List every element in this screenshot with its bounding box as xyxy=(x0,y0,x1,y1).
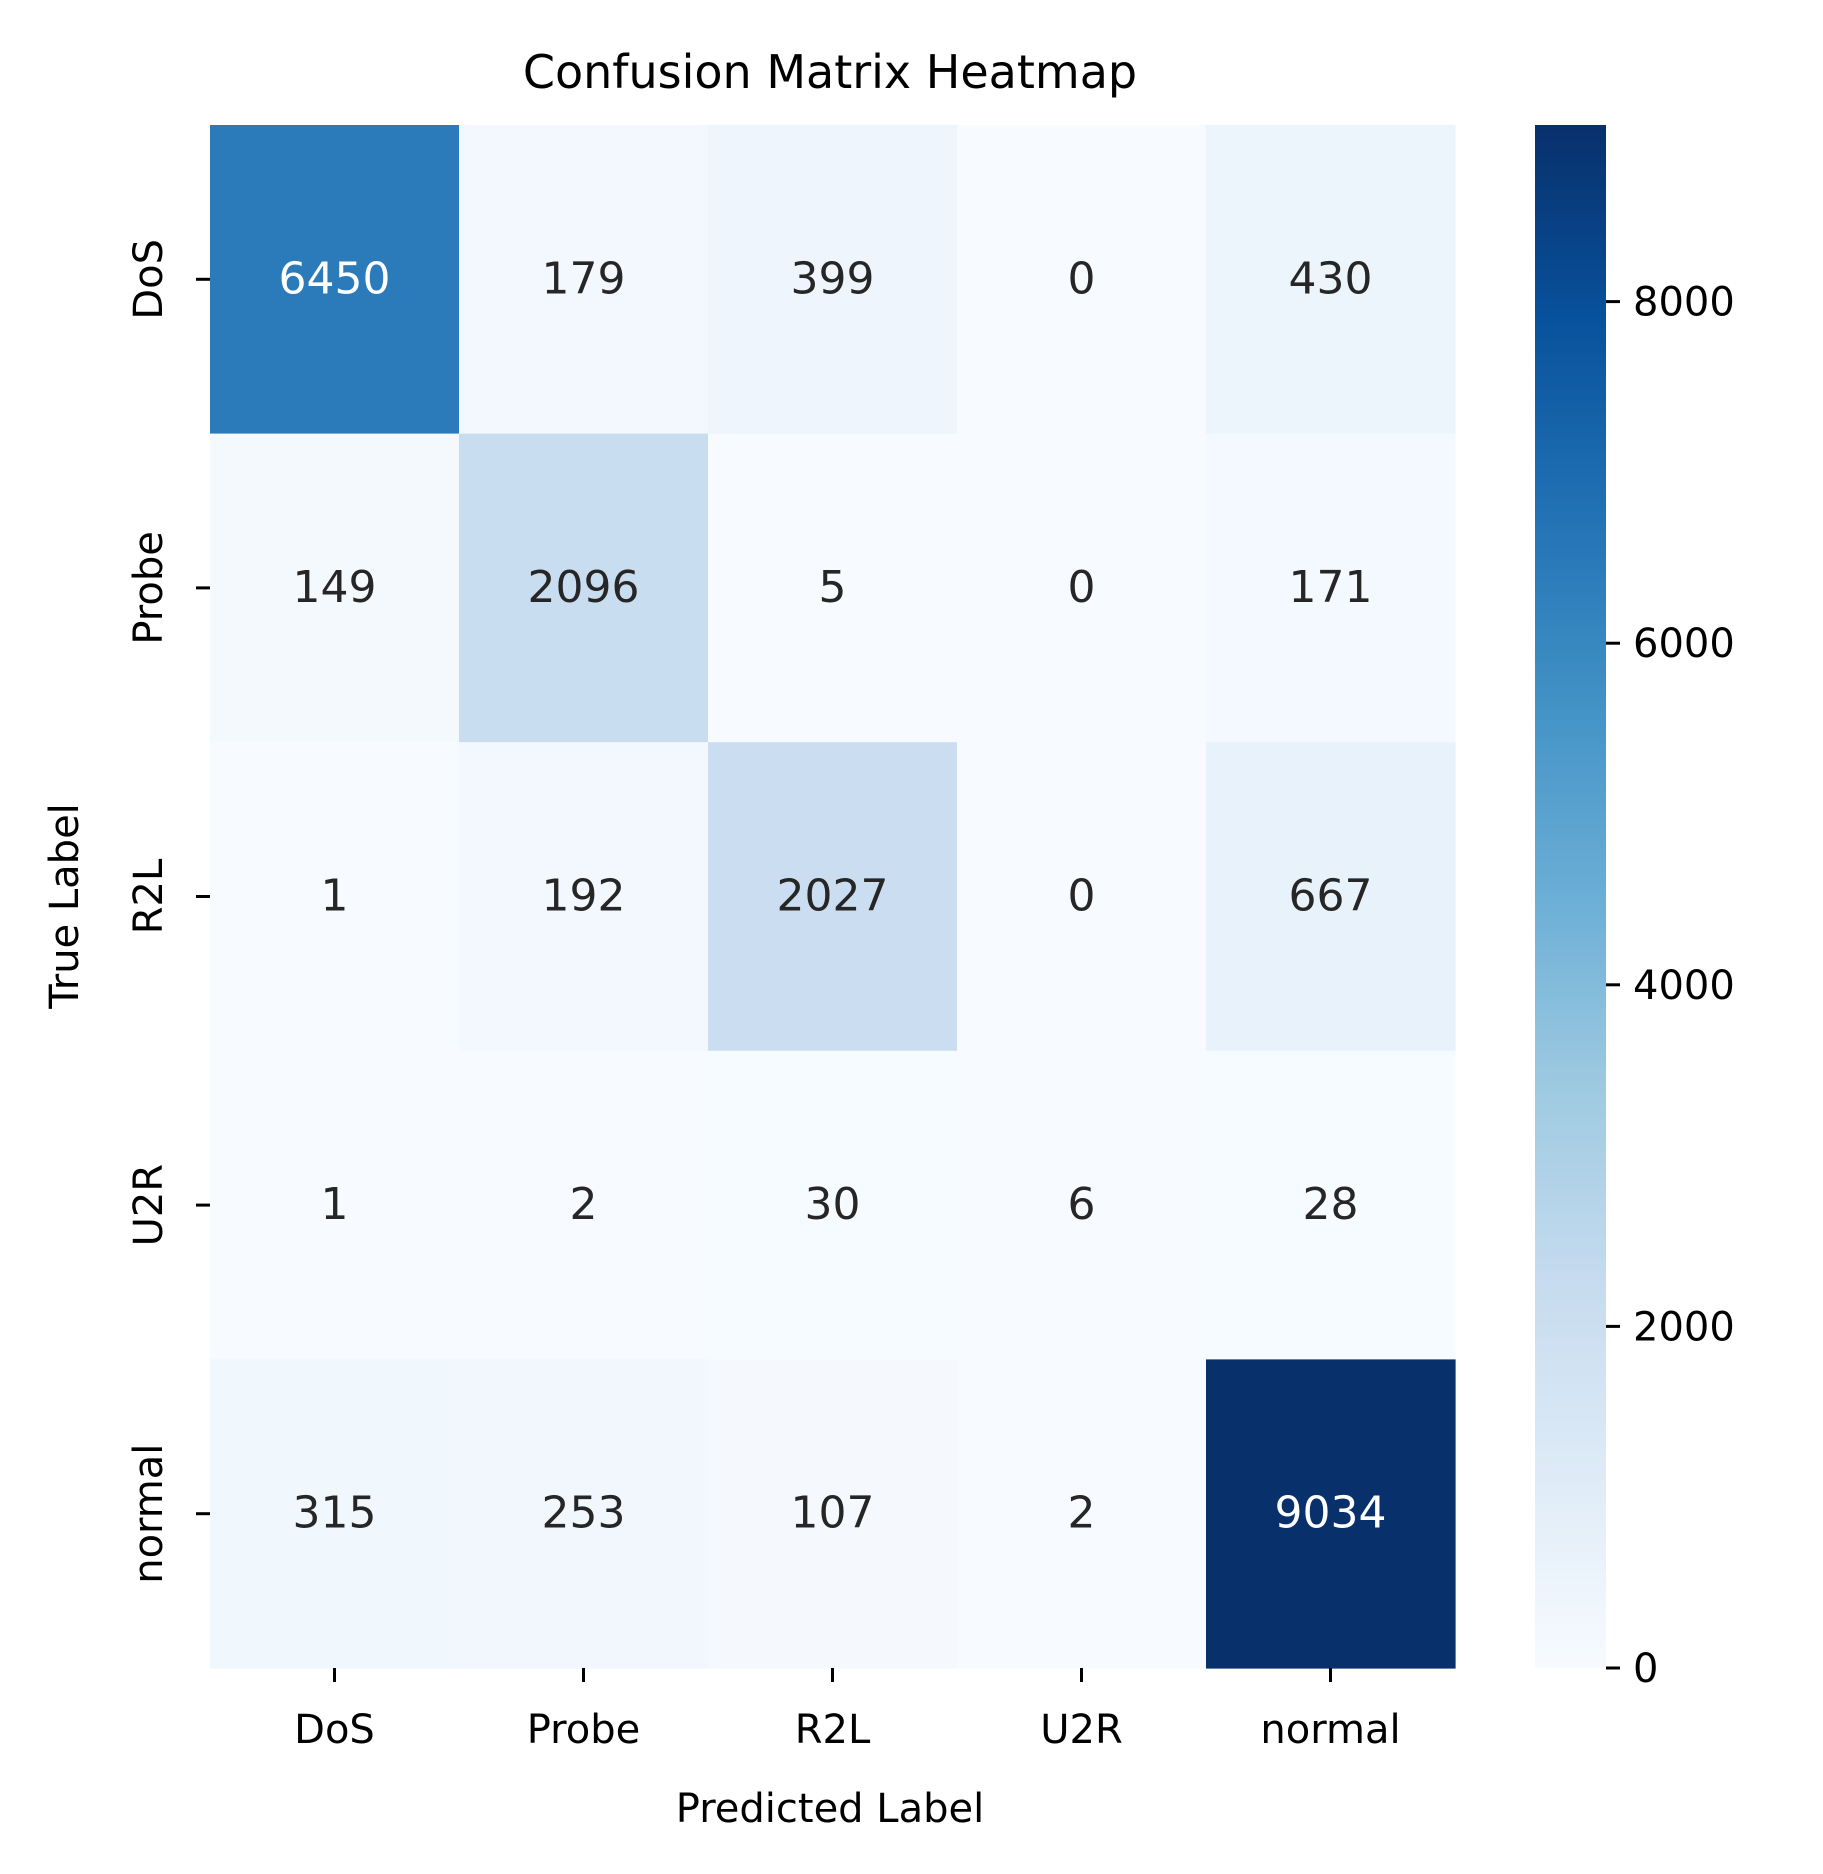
cell-value-label: 149 xyxy=(293,562,377,613)
x-tick-label: normal xyxy=(1260,1707,1400,1753)
cell-value-label: 2 xyxy=(1068,1488,1096,1539)
cell-value-label: 5 xyxy=(819,562,847,613)
colorbar: 0 2000 4000 6000 8000 xyxy=(1535,125,1735,1692)
cell-value-label: 2 xyxy=(570,1179,598,1230)
heatmap-cell-DoS-Probe xyxy=(459,125,709,435)
heatmap-cell-DoS-R2L xyxy=(708,125,958,435)
heatmap-cell-normal-Probe xyxy=(459,1359,709,1669)
cell-value-label: 171 xyxy=(1289,562,1373,613)
cell-value-label: 253 xyxy=(542,1488,626,1539)
y-axis-label: True Label xyxy=(42,803,88,1010)
heatmap-cell-R2L-R2L xyxy=(708,742,958,1052)
heatmap-cell-normal-DoS xyxy=(210,1359,460,1669)
y-tick-label: U2R xyxy=(126,1164,172,1247)
colorbar-tick-label: 6000 xyxy=(1633,621,1735,667)
cell-value-label: 107 xyxy=(791,1488,875,1539)
cell-value-label: 315 xyxy=(293,1488,377,1539)
heatmap-cell-R2L-normal xyxy=(1206,742,1456,1052)
heatmap-cell-normal-R2L xyxy=(708,1359,958,1669)
heatmap-cell-DoS-normal xyxy=(1206,125,1456,435)
y-tick-label: normal xyxy=(126,1444,172,1584)
heatmap-cell-U2R-DoS xyxy=(210,1050,460,1360)
heatmap-cell-U2R-normal xyxy=(1206,1050,1456,1360)
cell-value-label: 6450 xyxy=(279,253,391,304)
heatmap-cell-R2L-U2R xyxy=(957,742,1207,1052)
cell-value-label: 30 xyxy=(805,1179,861,1230)
x-tick-label: R2L xyxy=(795,1707,871,1753)
heatmap-cell-Probe-R2L xyxy=(708,433,958,743)
cell-value-label: 6 xyxy=(1068,1179,1096,1230)
heatmap-cell-Probe-DoS xyxy=(210,433,460,743)
cell-value-label: 1 xyxy=(321,1179,349,1230)
heatmap-cell-DoS-DoS xyxy=(210,125,460,435)
heatmap-cell-U2R-Probe xyxy=(459,1050,709,1360)
cell-value-label: 667 xyxy=(1289,871,1373,922)
cell-value-label: 192 xyxy=(542,871,626,922)
cell-value-label: 430 xyxy=(1289,253,1373,304)
cell-value-label: 0 xyxy=(1068,871,1096,922)
cell-value-label: 2096 xyxy=(528,562,640,613)
cell-value-label: 1 xyxy=(321,871,349,922)
y-tick-label: Probe xyxy=(126,531,172,644)
cell-labels: 6450 179 399 0 430 149 2096 5 0 171 1 192 2027 0 667 1 2… xyxy=(279,253,1387,1538)
heatmap-cell-U2R-R2L xyxy=(708,1050,958,1360)
heatmap-cell-DoS-U2R xyxy=(957,125,1207,435)
heatmap-cell-normal-normal xyxy=(1206,1359,1456,1669)
heatmap-cells xyxy=(210,125,1456,1669)
x-tick-label: Probe xyxy=(527,1707,640,1753)
x-axis-label: Predicted Label xyxy=(676,1786,984,1832)
cell-value-label: 0 xyxy=(1068,562,1096,613)
chart-title: Confusion Matrix Heatmap xyxy=(523,45,1137,99)
y-axis: DoS Probe R2L U2R normal xyxy=(126,239,210,1584)
x-tick-label: U2R xyxy=(1040,1707,1123,1753)
cell-value-label: 9034 xyxy=(1275,1488,1387,1539)
colorbar-tick-label: 4000 xyxy=(1633,963,1735,1009)
colorbar-tick-label: 0 xyxy=(1633,1646,1658,1692)
heatmap-cell-R2L-DoS xyxy=(210,742,460,1052)
cell-value-label: 399 xyxy=(791,253,875,304)
colorbar-tick-label: 8000 xyxy=(1633,280,1735,326)
cell-value-label: 179 xyxy=(542,253,626,304)
heatmap-cell-normal-U2R xyxy=(957,1359,1207,1669)
y-tick-label: R2L xyxy=(126,858,172,934)
cell-value-label: 28 xyxy=(1303,1179,1359,1230)
heatmap-cell-Probe-U2R xyxy=(957,433,1207,743)
x-tick-label: DoS xyxy=(294,1707,375,1753)
y-tick-label: DoS xyxy=(126,239,172,320)
heatmap-cell-U2R-U2R xyxy=(957,1050,1207,1360)
heatmap-cell-Probe-Probe xyxy=(459,433,709,743)
heatmap-cell-R2L-Probe xyxy=(459,742,709,1052)
x-axis: DoS Probe R2L U2R normal xyxy=(294,1668,1401,1753)
heatmap-cell-Probe-normal xyxy=(1206,433,1456,743)
colorbar-gradient xyxy=(1535,125,1606,1668)
colorbar-tick-label: 2000 xyxy=(1633,1304,1735,1350)
cell-value-label: 2027 xyxy=(777,871,889,922)
cell-value-label: 0 xyxy=(1068,253,1096,304)
